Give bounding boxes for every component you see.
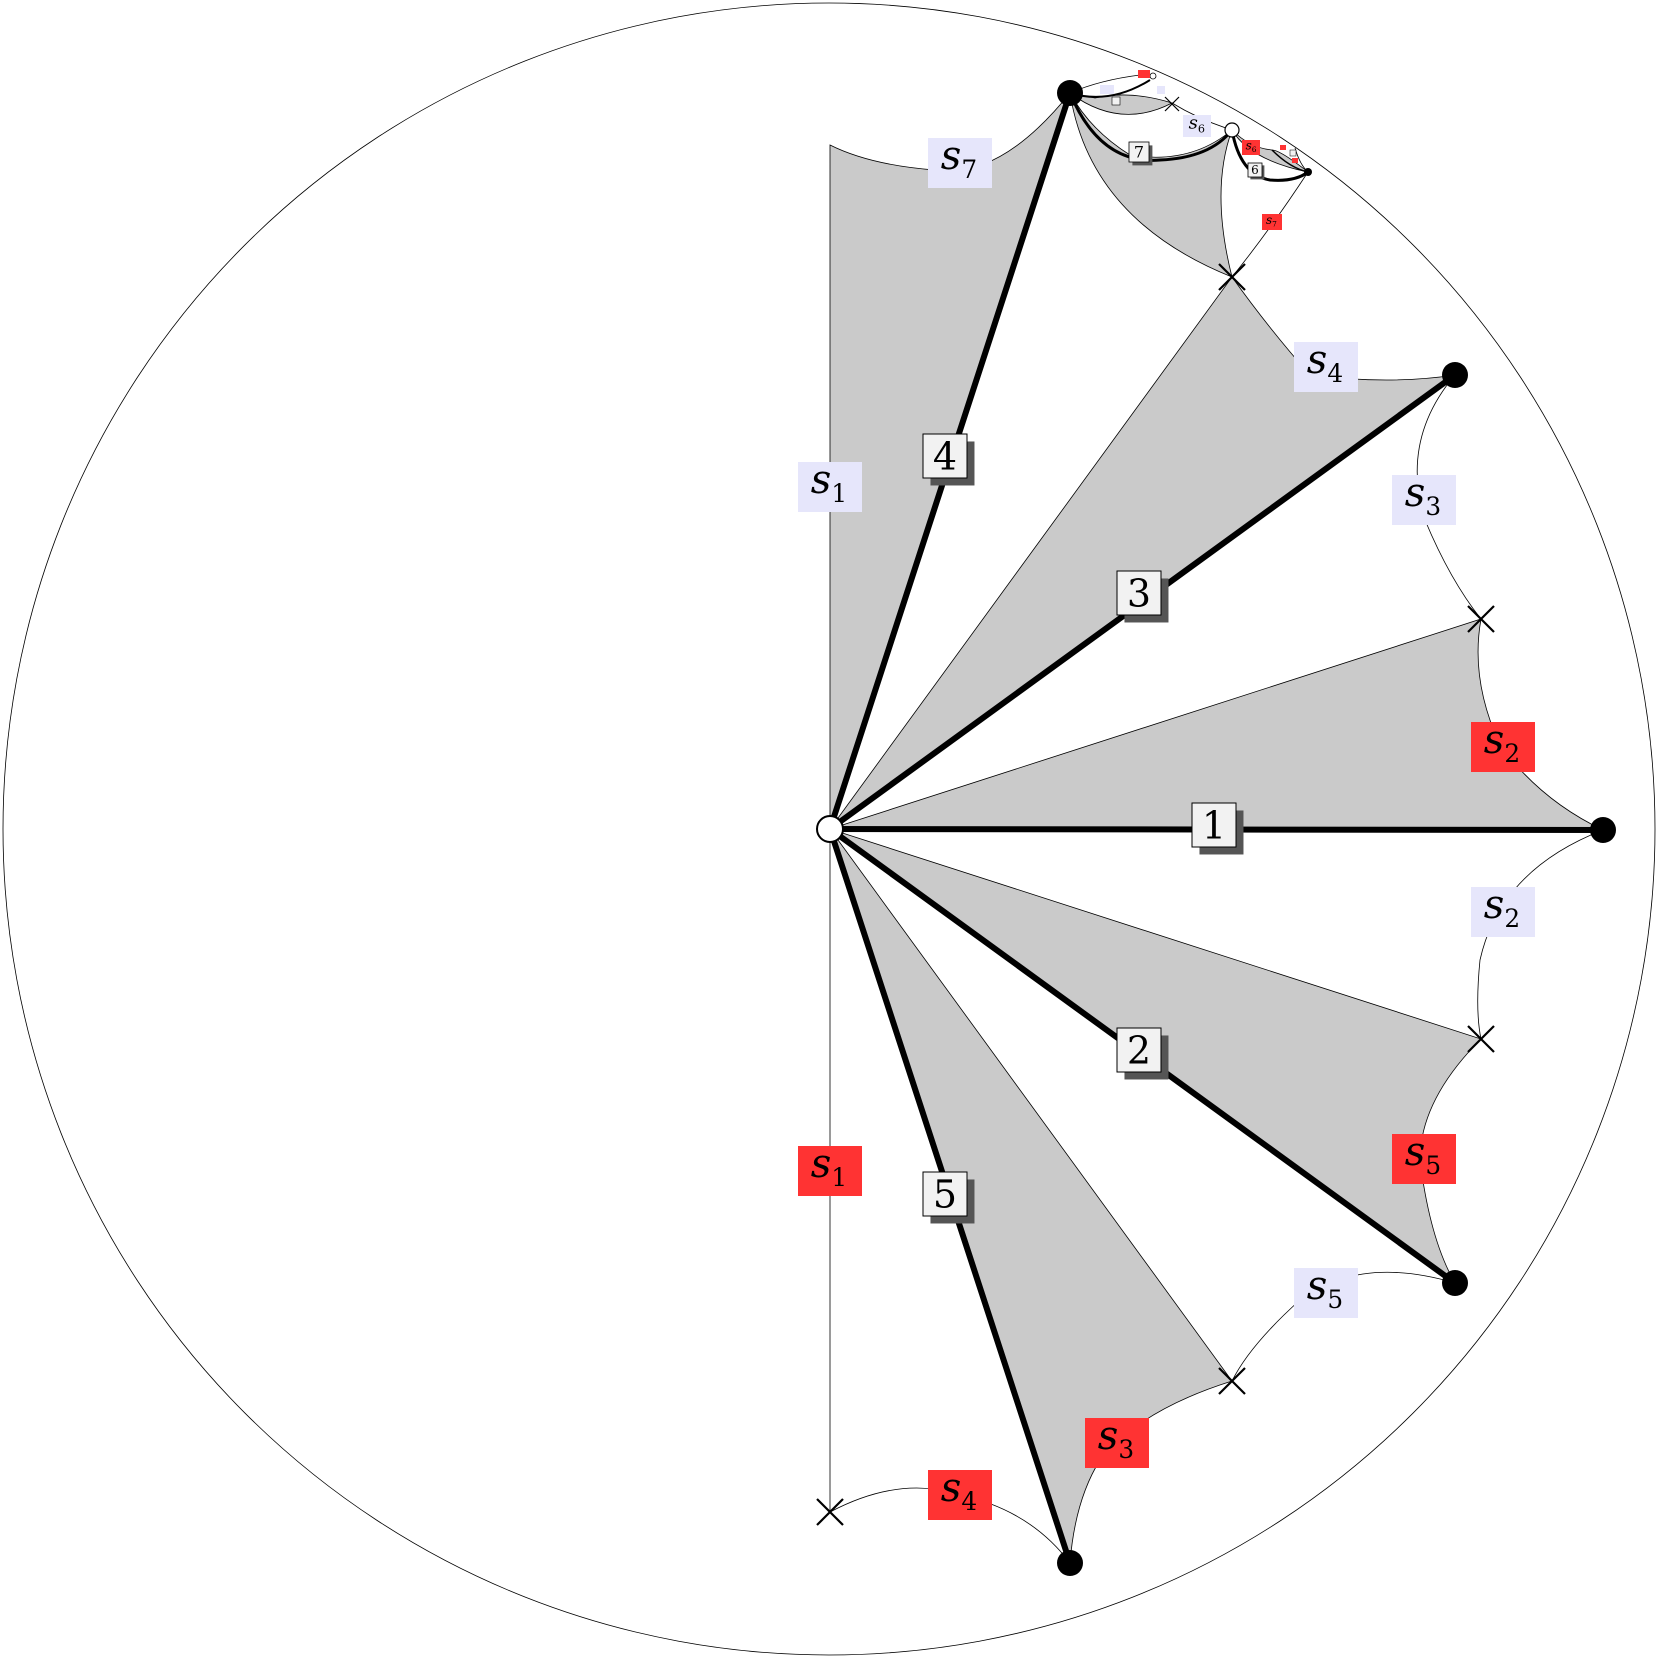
cross-4 bbox=[1218, 1367, 1246, 1395]
sublabel-s5-red-6: s5 bbox=[1392, 1129, 1456, 1184]
small-edge-6-box-number: 6 bbox=[1251, 163, 1259, 177]
edge-3-box: 3 bbox=[1116, 570, 1169, 623]
vertex-top-small-open bbox=[1224, 122, 1240, 138]
sublabel-s1-light-1-text: s1 bbox=[811, 457, 847, 508]
vertex-right bbox=[1590, 817, 1616, 843]
edge-4-box-number: 4 bbox=[933, 434, 957, 478]
cross-1 bbox=[1218, 263, 1246, 291]
sublabel-s7-red-13-text: s7 bbox=[1266, 213, 1277, 229]
edge-1-box: 1 bbox=[1191, 802, 1244, 855]
edge-6-line bbox=[1230, 129, 1309, 182]
small-edge-7-box: 7 bbox=[1128, 141, 1153, 166]
tiny-label-red-3 bbox=[1292, 158, 1298, 163]
sublabel-s6-light-11-text: s6 bbox=[1189, 113, 1205, 136]
small-edge-7-box-number: 7 bbox=[1134, 143, 1144, 162]
sublabel-s2-light-5-text: s2 bbox=[1484, 882, 1520, 933]
tiny-label-light-2 bbox=[1157, 86, 1165, 94]
vertex-bottom bbox=[1057, 1550, 1083, 1576]
edge-number-boxes: 1 2 3 4 5 7 6 bbox=[922, 141, 1265, 1224]
vertex-top bbox=[1057, 80, 1083, 106]
tiny-label-red-1 bbox=[1138, 70, 1150, 78]
arc-s2-light bbox=[1477, 829, 1604, 1040]
region-top-small bbox=[1069, 92, 1233, 278]
sublabel-s4-light-2: s4 bbox=[1294, 337, 1358, 392]
edge-3-box-number: 3 bbox=[1127, 571, 1151, 615]
sublabel-s3-light-3-text: s3 bbox=[1405, 470, 1441, 521]
vertex-lower-right bbox=[1442, 1270, 1468, 1296]
vertex-upper-right bbox=[1442, 362, 1468, 388]
tiny-labels bbox=[1100, 70, 1298, 163]
tiny-label-light-1 bbox=[1100, 85, 1114, 94]
small-edge-6-box: 6 bbox=[1247, 162, 1265, 180]
edge-2-box: 2 bbox=[1116, 1027, 1169, 1080]
sublabel-s4-red-9-text: s4 bbox=[941, 1465, 977, 1516]
sublabel-s4-red-9: s4 bbox=[928, 1465, 992, 1520]
vertex-top-tiny-open bbox=[1149, 72, 1157, 80]
sublabel-s1-red-10: s1 bbox=[798, 1141, 862, 1196]
sublabel-s7-light-0-text: s7 bbox=[941, 133, 977, 184]
sublabel-s7-light-0: s7 bbox=[928, 133, 992, 188]
edge-1-box-number: 1 bbox=[1202, 803, 1226, 847]
sublabel-s4-light-2-text: s4 bbox=[1307, 337, 1343, 388]
cross-markers bbox=[816, 96, 1495, 1526]
tiny-box-1 bbox=[1111, 96, 1121, 106]
cross-2 bbox=[1467, 605, 1495, 633]
edge-5-box: 5 bbox=[922, 1171, 975, 1224]
tiny-box-2 bbox=[1289, 149, 1297, 157]
sublabel-s2-red-4-text: s2 bbox=[1484, 717, 1520, 768]
sublabel-s3-light-3: s3 bbox=[1392, 470, 1456, 525]
sublabel-s5-light-7: s5 bbox=[1294, 1263, 1358, 1318]
sublabel-group: s7 s1 s4 s3 s2 s2 s5 s5 s3 s4 s1 s6 s6 s7 bbox=[798, 113, 1535, 1520]
sublabel-s5-light-7-text: s5 bbox=[1307, 1263, 1343, 1314]
edge-5-box-number: 5 bbox=[933, 1172, 957, 1216]
sublabel-s7-red-13: s7 bbox=[1262, 213, 1282, 230]
cross-3 bbox=[1467, 1025, 1495, 1053]
vertex-top-tiny bbox=[1304, 168, 1312, 176]
cross-5 bbox=[816, 1498, 844, 1526]
tiny-label-red-2 bbox=[1280, 145, 1286, 150]
sublabel-s3-red-8-text: s3 bbox=[1098, 1413, 1134, 1464]
sublabel-s1-red-10-text: s1 bbox=[811, 1141, 847, 1192]
edge-7-line bbox=[1068, 92, 1234, 162]
sublabel-s2-light-5: s2 bbox=[1471, 882, 1535, 937]
sublabel-s1-light-1: s1 bbox=[798, 457, 862, 512]
vertices bbox=[816, 72, 1616, 1576]
sublabel-s5-red-6-text: s5 bbox=[1405, 1129, 1441, 1180]
sublabel-s6-red-12-text: s6 bbox=[1246, 138, 1257, 154]
center-vertex bbox=[816, 815, 844, 843]
sublabel-s6-light-11: s6 bbox=[1183, 113, 1211, 137]
edge-4-box: 4 bbox=[922, 433, 975, 486]
edge-2-box-number: 2 bbox=[1127, 1028, 1151, 1072]
cross-6 bbox=[1164, 96, 1180, 112]
sublabel-s2-red-4: s2 bbox=[1471, 717, 1535, 772]
sublabel-s3-red-8: s3 bbox=[1085, 1413, 1149, 1468]
sublabel-s6-red-12: s6 bbox=[1242, 138, 1260, 155]
